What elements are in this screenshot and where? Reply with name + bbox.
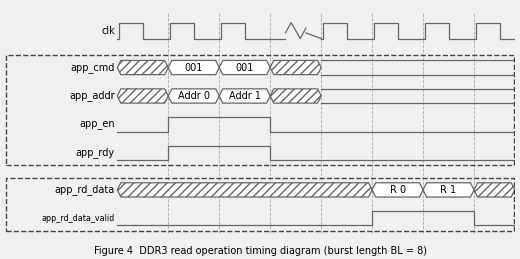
Polygon shape (474, 183, 515, 197)
Text: app_en: app_en (79, 119, 115, 130)
Text: app_addr: app_addr (69, 91, 115, 102)
Text: app_rdy: app_rdy (75, 147, 115, 158)
Polygon shape (270, 60, 321, 75)
Text: app_cmd: app_cmd (70, 62, 115, 73)
Polygon shape (168, 60, 219, 75)
Polygon shape (118, 183, 372, 197)
Text: R 0: R 0 (389, 185, 406, 195)
Polygon shape (168, 89, 219, 103)
Text: app_rd_data_valid: app_rd_data_valid (42, 214, 115, 223)
Text: Addr 1: Addr 1 (229, 91, 261, 101)
Text: R 1: R 1 (440, 185, 457, 195)
Text: Figure 4  DDR3 read operation timing diagram (burst length BL = 8): Figure 4 DDR3 read operation timing diag… (94, 246, 426, 256)
Text: Addr 0: Addr 0 (178, 91, 210, 101)
Polygon shape (423, 183, 474, 197)
Polygon shape (219, 89, 270, 103)
Polygon shape (118, 89, 168, 103)
Polygon shape (270, 89, 321, 103)
Text: clk: clk (101, 26, 115, 35)
Text: 001: 001 (236, 62, 254, 73)
Text: app_rd_data: app_rd_data (55, 184, 115, 195)
Polygon shape (118, 60, 168, 75)
Polygon shape (372, 183, 423, 197)
Polygon shape (219, 60, 270, 75)
Text: 001: 001 (185, 62, 203, 73)
